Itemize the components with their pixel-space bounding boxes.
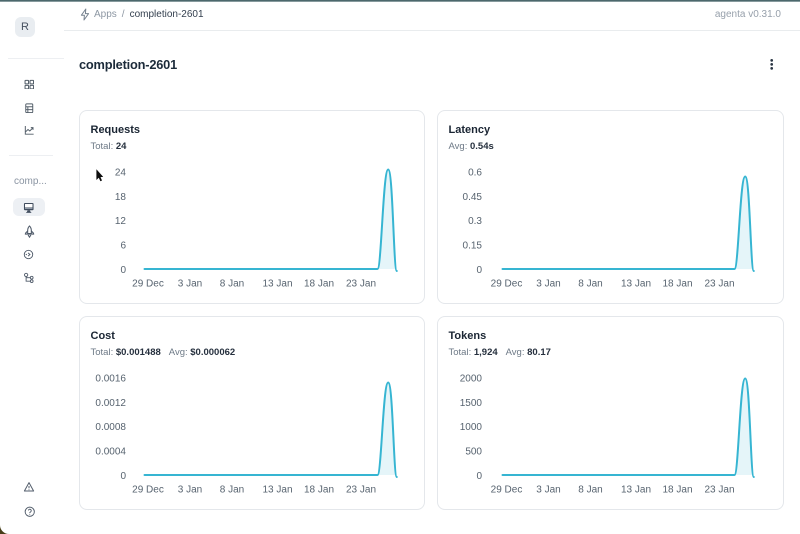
svg-text:0: 0 bbox=[120, 471, 126, 482]
svg-text:29 Dec: 29 Dec bbox=[491, 279, 523, 290]
svg-text:0.45: 0.45 bbox=[463, 192, 483, 203]
svg-text:13 Jan: 13 Jan bbox=[262, 485, 292, 496]
svg-text:29 Dec: 29 Dec bbox=[132, 485, 164, 496]
svg-text:8 Jan: 8 Jan bbox=[578, 279, 602, 290]
svg-text:18 Jan: 18 Jan bbox=[304, 485, 334, 496]
svg-text:13 Jan: 13 Jan bbox=[262, 279, 292, 290]
svg-text:0.0008: 0.0008 bbox=[95, 422, 126, 433]
svg-text:18 Jan: 18 Jan bbox=[662, 279, 692, 290]
svg-text:0.0004: 0.0004 bbox=[95, 446, 126, 457]
svg-text:0.6: 0.6 bbox=[468, 168, 482, 179]
svg-text:3 Jan: 3 Jan bbox=[178, 279, 202, 290]
svg-text:0: 0 bbox=[476, 265, 482, 276]
svg-text:8 Jan: 8 Jan bbox=[220, 279, 244, 290]
svg-text:12: 12 bbox=[115, 216, 127, 227]
svg-text:23 Jan: 23 Jan bbox=[346, 485, 376, 496]
svg-text:18 Jan: 18 Jan bbox=[662, 485, 692, 496]
svg-text:24: 24 bbox=[115, 168, 127, 179]
svg-text:8 Jan: 8 Jan bbox=[578, 485, 602, 496]
svg-text:29 Dec: 29 Dec bbox=[132, 279, 164, 290]
svg-text:2000: 2000 bbox=[460, 374, 483, 385]
svg-text:23 Jan: 23 Jan bbox=[704, 485, 734, 496]
svg-text:13 Jan: 13 Jan bbox=[621, 485, 651, 496]
svg-text:0: 0 bbox=[476, 471, 482, 482]
svg-text:1000: 1000 bbox=[460, 422, 483, 433]
svg-text:0.0016: 0.0016 bbox=[95, 374, 126, 385]
svg-text:3 Jan: 3 Jan bbox=[178, 485, 202, 496]
svg-text:0.15: 0.15 bbox=[463, 240, 483, 251]
svg-text:23 Jan: 23 Jan bbox=[346, 279, 376, 290]
svg-text:0.3: 0.3 bbox=[468, 216, 482, 227]
svg-text:0: 0 bbox=[120, 265, 126, 276]
svg-text:3 Jan: 3 Jan bbox=[536, 279, 560, 290]
svg-text:6: 6 bbox=[120, 240, 126, 251]
svg-text:500: 500 bbox=[465, 446, 482, 457]
svg-text:18: 18 bbox=[115, 192, 127, 203]
svg-text:18 Jan: 18 Jan bbox=[304, 279, 334, 290]
svg-text:23 Jan: 23 Jan bbox=[704, 279, 734, 290]
svg-text:13 Jan: 13 Jan bbox=[621, 279, 651, 290]
svg-text:0.0012: 0.0012 bbox=[95, 398, 126, 409]
svg-text:29 Dec: 29 Dec bbox=[491, 485, 523, 496]
svg-text:3 Jan: 3 Jan bbox=[536, 485, 560, 496]
svg-text:1500: 1500 bbox=[460, 398, 483, 409]
svg-text:8 Jan: 8 Jan bbox=[220, 485, 244, 496]
